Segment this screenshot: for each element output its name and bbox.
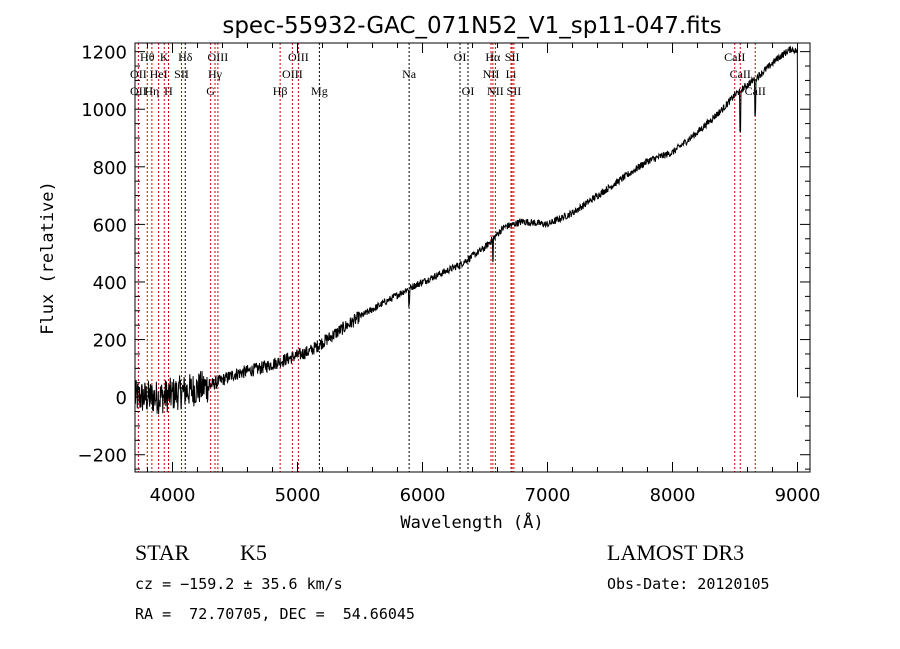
x-tick-label: 4000 xyxy=(150,485,196,506)
object-class: STAR xyxy=(135,540,190,565)
line-label: OII xyxy=(130,84,147,98)
y-tick-label: 0 xyxy=(116,388,127,409)
line-label: NII xyxy=(487,84,504,98)
y-tick-label: 800 xyxy=(93,158,127,179)
line-label: CaII xyxy=(745,84,766,98)
line-label: Na xyxy=(402,67,417,81)
y-tick-label: 1200 xyxy=(81,43,127,64)
line-label: H xyxy=(164,84,173,98)
coordinates: RA = 72.70705, DEC = 54.66045 xyxy=(135,605,415,623)
redshift-text: cz = −159.2 ± 35.6 km/s xyxy=(135,575,343,593)
line-label: Mg xyxy=(311,84,328,98)
line-label: SII xyxy=(174,67,189,81)
line-labels: OIIOIIHθHηHeIKHSIIHδGHγOIIIHβOIIIOIIIMgN… xyxy=(130,50,766,98)
line-label: OIII xyxy=(282,67,303,81)
line-label: Li xyxy=(506,67,517,81)
survey-name: LAMOST DR3 xyxy=(607,540,744,565)
line-label: OI xyxy=(462,84,475,98)
x-tick-label: 8000 xyxy=(650,485,696,506)
line-label: CaII xyxy=(730,67,751,81)
x-tick-label: 5000 xyxy=(275,485,321,506)
y-tick-label: 400 xyxy=(93,273,127,294)
line-label: OIII xyxy=(288,50,309,64)
axis-ticks: 4000 5000 6000 7000 8000 9000 −200 0 200 400 600 80… xyxy=(78,43,821,506)
line-label: Hη xyxy=(144,84,159,98)
chart-title: spec-55932-GAC_071N52_V1_sp11-047.fits xyxy=(222,13,721,39)
line-label: OII xyxy=(130,67,147,81)
x-axis-label: Wavelength (Å) xyxy=(400,511,543,533)
obs-date: Obs-Date: 20120105 xyxy=(607,575,770,593)
line-label: G xyxy=(206,84,215,98)
line-label: SII xyxy=(505,50,520,64)
line-label: OI xyxy=(454,50,467,64)
object-subclass: K5 xyxy=(240,540,267,565)
line-label: Hγ xyxy=(208,67,223,81)
line-label: NII xyxy=(483,67,500,81)
x-tick-label: 9000 xyxy=(775,485,821,506)
line-label: Hβ xyxy=(273,84,288,98)
y-tick-label: 200 xyxy=(93,331,127,352)
y-tick-label: 600 xyxy=(93,215,127,236)
line-label: HeI xyxy=(150,67,168,81)
x-tick-label: 6000 xyxy=(400,485,446,506)
line-label: CaII xyxy=(724,50,745,64)
x-tick-label: 7000 xyxy=(525,485,571,506)
line-label: Hα xyxy=(485,50,501,64)
line-label: SII xyxy=(507,84,522,98)
line-label: Hδ xyxy=(178,50,193,64)
spectral-lines xyxy=(137,43,756,472)
line-label: K xyxy=(160,50,169,64)
y-axis-label: Flux (relative) xyxy=(38,181,58,335)
plot-frame xyxy=(134,42,811,473)
y-tick-label: 1000 xyxy=(81,100,127,121)
line-label: OIII xyxy=(208,50,229,64)
spectrum-series xyxy=(134,45,798,415)
y-tick-label: −200 xyxy=(78,446,127,467)
line-label: Hθ xyxy=(140,50,155,64)
